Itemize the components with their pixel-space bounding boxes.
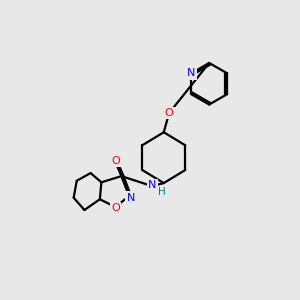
Text: O: O [111, 203, 120, 214]
Text: H: H [158, 187, 166, 197]
Text: N: N [127, 193, 135, 203]
Text: N: N [148, 180, 156, 190]
Text: N: N [187, 68, 195, 78]
Text: O: O [111, 156, 120, 166]
Text: O: O [165, 108, 173, 118]
